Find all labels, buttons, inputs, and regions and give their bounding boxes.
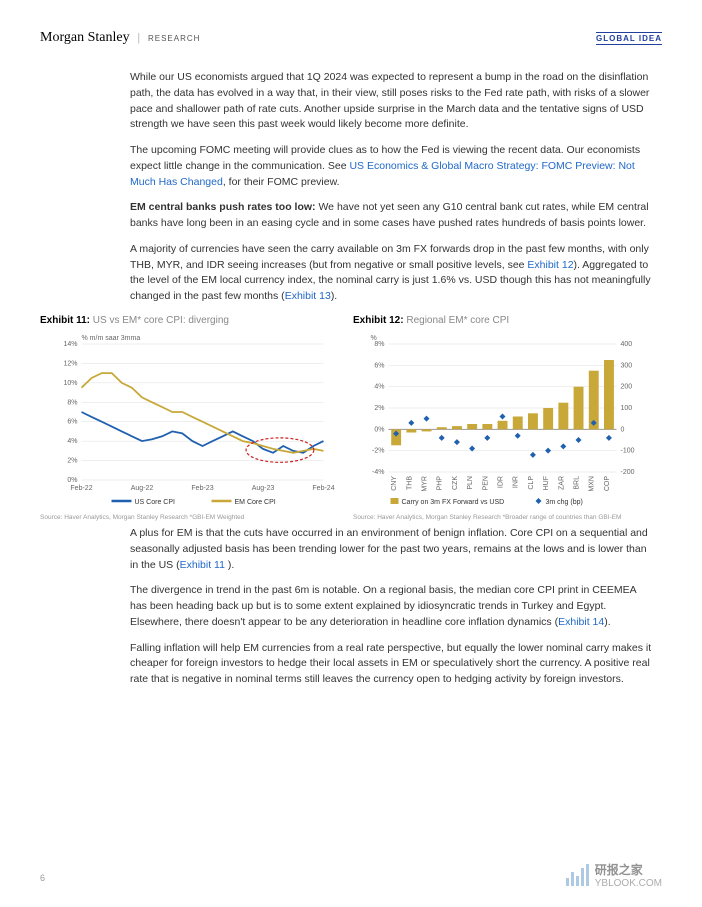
svg-text:Aug-23: Aug-23 — [252, 485, 275, 492]
link-exhibit-11[interactable]: Exhibit 11 — [180, 559, 225, 571]
svg-text:COP: COP — [604, 475, 611, 491]
svg-text:12%: 12% — [63, 360, 77, 367]
paragraph-1: While our US economists argued that 1Q 2… — [130, 70, 652, 133]
svg-text:-2%: -2% — [372, 447, 384, 454]
page-header: Morgan Stanley | RESEARCH GLOBAL IDEA — [40, 30, 662, 46]
link-exhibit-13[interactable]: Exhibit 13 — [285, 290, 331, 302]
svg-text:200: 200 — [621, 383, 633, 390]
svg-text:-100: -100 — [621, 447, 635, 454]
svg-text:BRL: BRL — [574, 476, 581, 490]
paragraph-2: The upcoming FOMC meeting will provide c… — [130, 143, 652, 190]
paragraph-7: Falling inflation will help EM currencie… — [130, 641, 652, 688]
paragraph-4: A majority of currencies have seen the c… — [130, 242, 652, 305]
svg-text:EM Core CPI: EM Core CPI — [235, 499, 276, 506]
exhibit-11-title: Exhibit 11: US vs EM* core CPI: divergin… — [40, 315, 339, 326]
svg-text:% m/m saar 3mma: % m/m saar 3mma — [82, 335, 141, 342]
svg-text:10%: 10% — [63, 380, 77, 387]
paragraph-6: The divergence in trend in the past 6m i… — [130, 583, 652, 630]
svg-text:PLN: PLN — [467, 476, 474, 490]
svg-text:Feb-24: Feb-24 — [312, 485, 334, 492]
paragraph-5: A plus for EM is that the cuts have occu… — [130, 526, 652, 573]
svg-text:PEN: PEN — [482, 476, 489, 490]
exhibit-12-source: Source: Haver Analytics, Morgan Stanley … — [353, 514, 652, 522]
page-number: 6 — [40, 873, 45, 883]
svg-text:ZAR: ZAR — [558, 476, 565, 490]
watermark-text: 研报之家 YBLOOK.COM — [595, 861, 662, 889]
svg-text:4%: 4% — [374, 383, 384, 390]
svg-text:0%: 0% — [374, 426, 384, 433]
svg-text:THB: THB — [406, 475, 413, 489]
svg-text:Carry on 3m FX Forward vs USD: Carry on 3m FX Forward vs USD — [402, 499, 505, 506]
link-exhibit-12[interactable]: Exhibit 12 — [527, 259, 573, 271]
svg-text:8%: 8% — [67, 399, 77, 406]
svg-text:14%: 14% — [63, 341, 77, 348]
exhibit-12-title: Exhibit 12: Regional EM* core CPI — [353, 315, 652, 326]
exhibit-11-source: Source: Haver Analytics, Morgan Stanley … — [40, 514, 339, 522]
svg-text:Feb-23: Feb-23 — [191, 485, 213, 492]
svg-text:INR: INR — [513, 476, 520, 488]
brand-divider: | — [138, 30, 140, 45]
svg-text:CLP: CLP — [528, 475, 535, 489]
paragraph-3: EM central banks push rates too low: We … — [130, 200, 652, 232]
exhibit-12: Exhibit 12: Regional EM* core CPI %-4%-2… — [353, 315, 652, 522]
svg-text:CNY: CNY — [391, 475, 398, 490]
svg-text:PHP: PHP — [437, 475, 444, 490]
body-content: While our US economists argued that 1Q 2… — [130, 70, 652, 688]
svg-text:-4%: -4% — [372, 469, 384, 476]
brand-name: Morgan Stanley — [40, 30, 130, 46]
svg-text:IDR: IDR — [498, 476, 505, 488]
svg-text:2%: 2% — [67, 457, 77, 464]
svg-text:8%: 8% — [374, 341, 384, 348]
svg-text:HUF: HUF — [543, 476, 550, 490]
svg-text:0%: 0% — [67, 477, 77, 484]
global-idea-badge: GLOBAL IDEA — [596, 32, 662, 45]
svg-text:-200: -200 — [621, 469, 635, 476]
svg-text:0: 0 — [621, 426, 625, 433]
svg-text:2%: 2% — [374, 405, 384, 412]
exhibit-11: Exhibit 11: US vs EM* core CPI: divergin… — [40, 315, 339, 522]
svg-text:400: 400 — [621, 341, 633, 348]
exhibit-12-chart: %-4%-2%0%2%4%6%8%-200-1000100200300400CN… — [353, 330, 652, 510]
svg-text:300: 300 — [621, 362, 633, 369]
exhibits-row: Exhibit 11: US vs EM* core CPI: divergin… — [40, 315, 652, 522]
svg-text:US Core CPI: US Core CPI — [135, 499, 176, 506]
exhibit-11-chart: % m/m saar 3mma 0% 2% 4% 6% 8% 10% 12% 14% Feb-22… — [40, 330, 339, 510]
svg-text:6%: 6% — [374, 362, 384, 369]
svg-text:MXN: MXN — [589, 476, 596, 492]
svg-text:100: 100 — [621, 405, 633, 412]
svg-text:Aug-22: Aug-22 — [131, 485, 154, 492]
brand-sub: RESEARCH — [148, 34, 200, 43]
link-exhibit-14[interactable]: Exhibit 14 — [558, 616, 604, 628]
svg-text:6%: 6% — [67, 418, 77, 425]
brand: Morgan Stanley | RESEARCH — [40, 30, 200, 46]
svg-text:MYR: MYR — [422, 476, 429, 492]
svg-text:CZK: CZK — [452, 475, 459, 489]
svg-text:3m chg (bp): 3m chg (bp) — [546, 499, 583, 506]
watermark: 研报之家 YBLOOK.COM — [566, 861, 662, 889]
svg-text:Feb-22: Feb-22 — [70, 485, 92, 492]
svg-text:4%: 4% — [67, 438, 77, 445]
watermark-icon — [566, 864, 589, 886]
